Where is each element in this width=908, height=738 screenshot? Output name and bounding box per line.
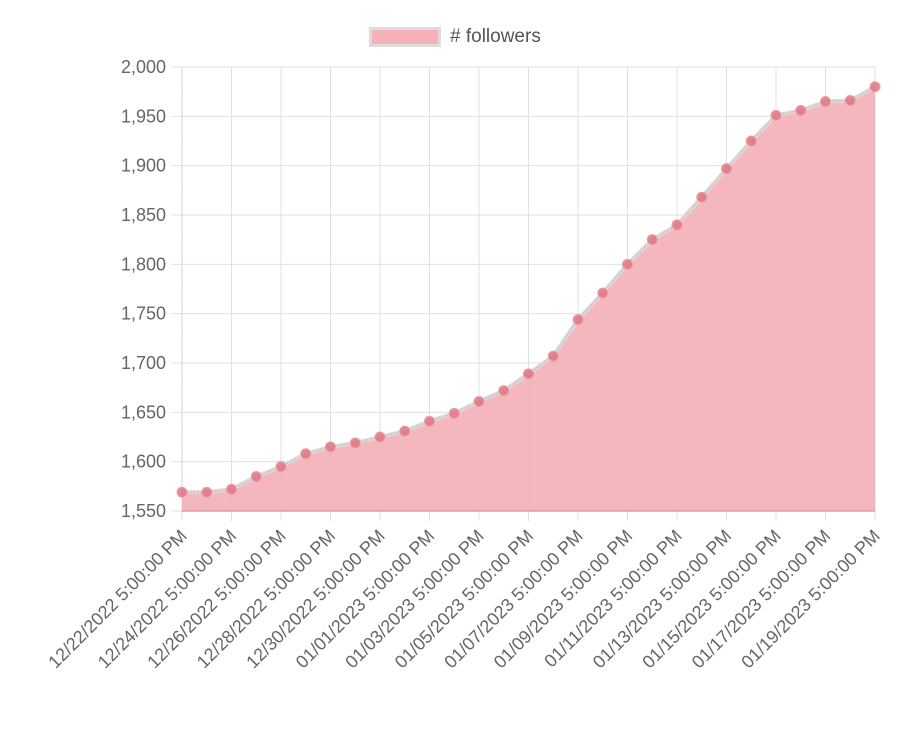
data-point[interactable] [300,448,312,460]
y-axis: 1,550 1,600 1,650 1,700 1,750 1,800 1,850 1,900… [121,57,166,521]
data-point[interactable] [349,437,361,449]
data-point[interactable] [745,135,757,147]
data-point[interactable] [424,415,435,427]
data-point[interactable] [795,104,807,116]
data-point[interactable] [275,461,287,473]
data-point[interactable] [671,219,683,231]
data-point[interactable] [498,385,510,397]
legend-swatch [369,27,441,47]
data-point[interactable] [473,395,485,407]
y-tick-label: 1,850 [121,205,166,225]
y-tick-label: 1,900 [121,156,166,176]
y-tick-label: 1,550 [121,501,166,521]
data-point[interactable] [696,191,708,203]
data-point[interactable] [869,81,881,93]
data-point[interactable] [399,425,411,437]
data-point[interactable] [646,234,658,246]
y-tick-label: 1,700 [121,353,166,373]
data-point[interactable] [176,486,188,498]
area-fill [182,86,875,511]
y-tick-label: 1,800 [121,254,166,274]
data-point[interactable] [844,95,856,107]
data-point[interactable] [374,431,386,443]
data-point[interactable] [820,96,831,108]
y-tick-label: 1,750 [121,304,166,324]
data-point[interactable] [721,163,732,175]
data-point[interactable] [250,470,262,482]
y-tick-label: 1,600 [121,452,166,472]
followers-series [176,81,881,512]
data-point[interactable] [523,368,534,380]
legend-label: # followers [450,26,541,47]
data-point[interactable] [547,350,559,362]
data-point[interactable] [622,258,633,270]
y-tick-label: 1,650 [121,402,166,422]
data-point[interactable] [572,314,584,326]
data-point[interactable] [201,486,213,498]
data-point[interactable] [597,287,609,299]
legend[interactable]: # followers [369,26,541,48]
y-tick-label: 1,950 [121,106,166,126]
data-point[interactable] [770,109,782,121]
data-point[interactable] [448,407,460,419]
y-tick-label: 2,000 [121,57,166,77]
data-point[interactable] [325,441,336,453]
data-point[interactable] [226,483,237,495]
